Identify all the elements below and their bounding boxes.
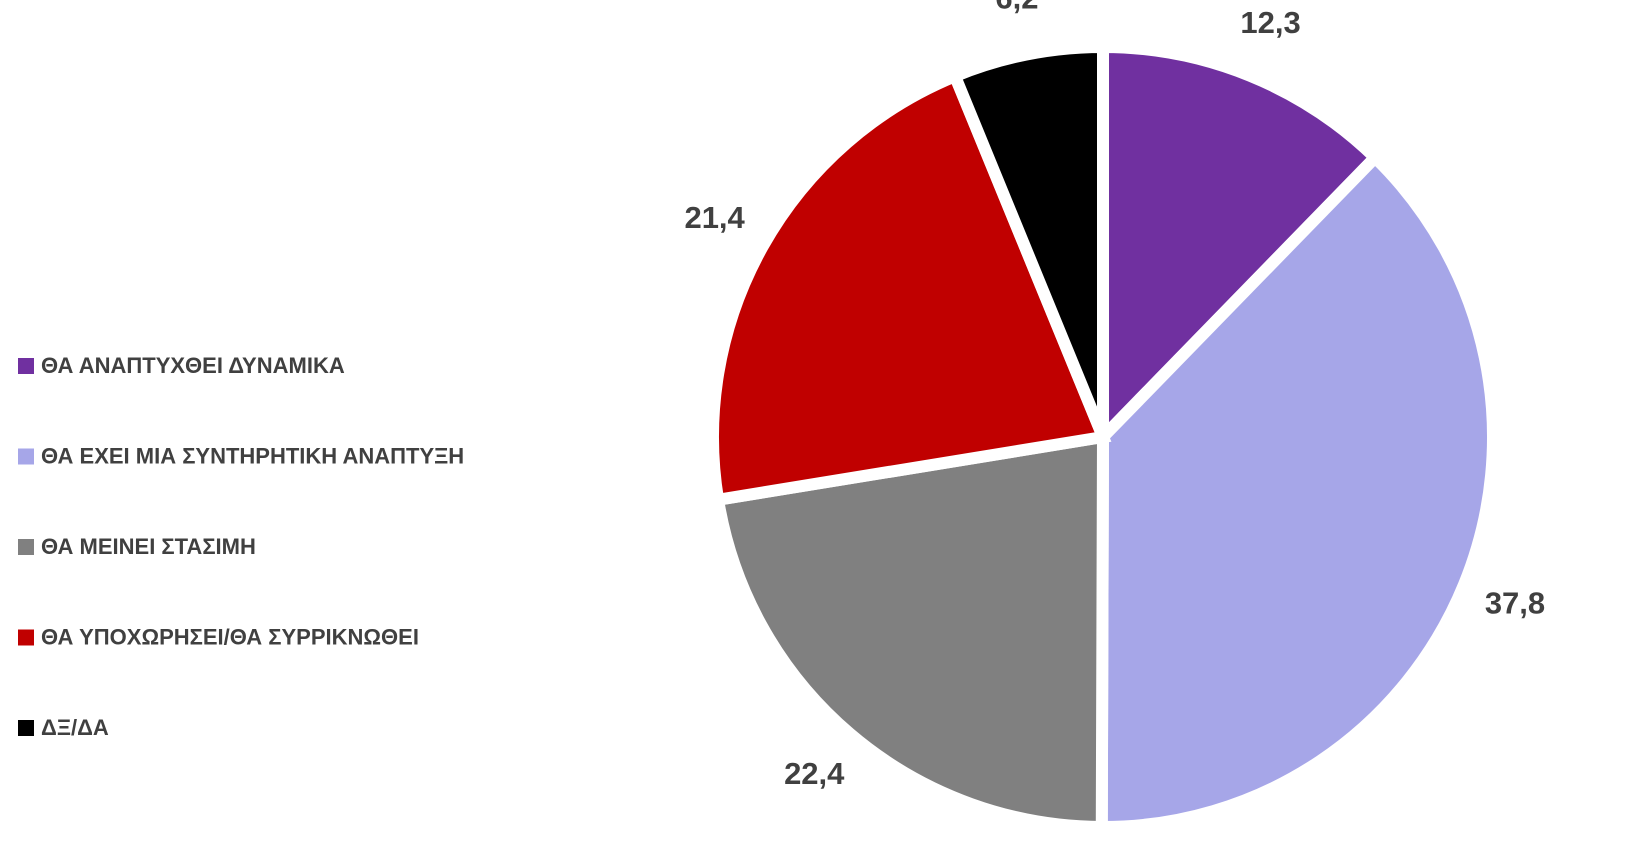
data-label: 21,4 [684, 200, 745, 235]
legend-label: ΘΑ ΥΠΟΧΩΡΗΣΕΙ/ΘΑ ΣΥΡΡΙΚΝΩΘΕΙ [41, 624, 419, 649]
pie-slice [1097, 40, 1384, 452]
legend-swatch [18, 448, 34, 465]
pie-slice [947, 40, 1109, 440]
pie-slice [707, 68, 1112, 507]
legend-swatch [18, 358, 34, 374]
legend-label: ΔΞ/ΔΑ [41, 715, 109, 740]
legend-label: ΘΑ ΕΧΕΙ ΜΙΑ ΣΥΝΤΗΡΗΤΙΚΗ ΑΝΑΠΤΥΞΗ [41, 443, 464, 468]
legend-label: ΘΑ ΑΝΑΠΤΥΧΘΕΙ ΔΥΝΑΜΙΚΑ [41, 353, 345, 378]
data-label: 37,8 [1485, 585, 1545, 620]
data-label: 12,3 [1240, 5, 1300, 40]
pie-slice [1095, 149, 1499, 833]
legend-swatch [18, 539, 34, 555]
legend-swatch [18, 629, 34, 646]
legend-label: ΘΑ ΜΕΙΝΕΙ ΣΤΑΣΙΜΗ [41, 534, 256, 559]
data-label: 6,2 [995, 0, 1038, 16]
pie-slice [711, 429, 1110, 834]
legend-swatch [18, 720, 34, 736]
data-label: 22,4 [784, 756, 845, 791]
